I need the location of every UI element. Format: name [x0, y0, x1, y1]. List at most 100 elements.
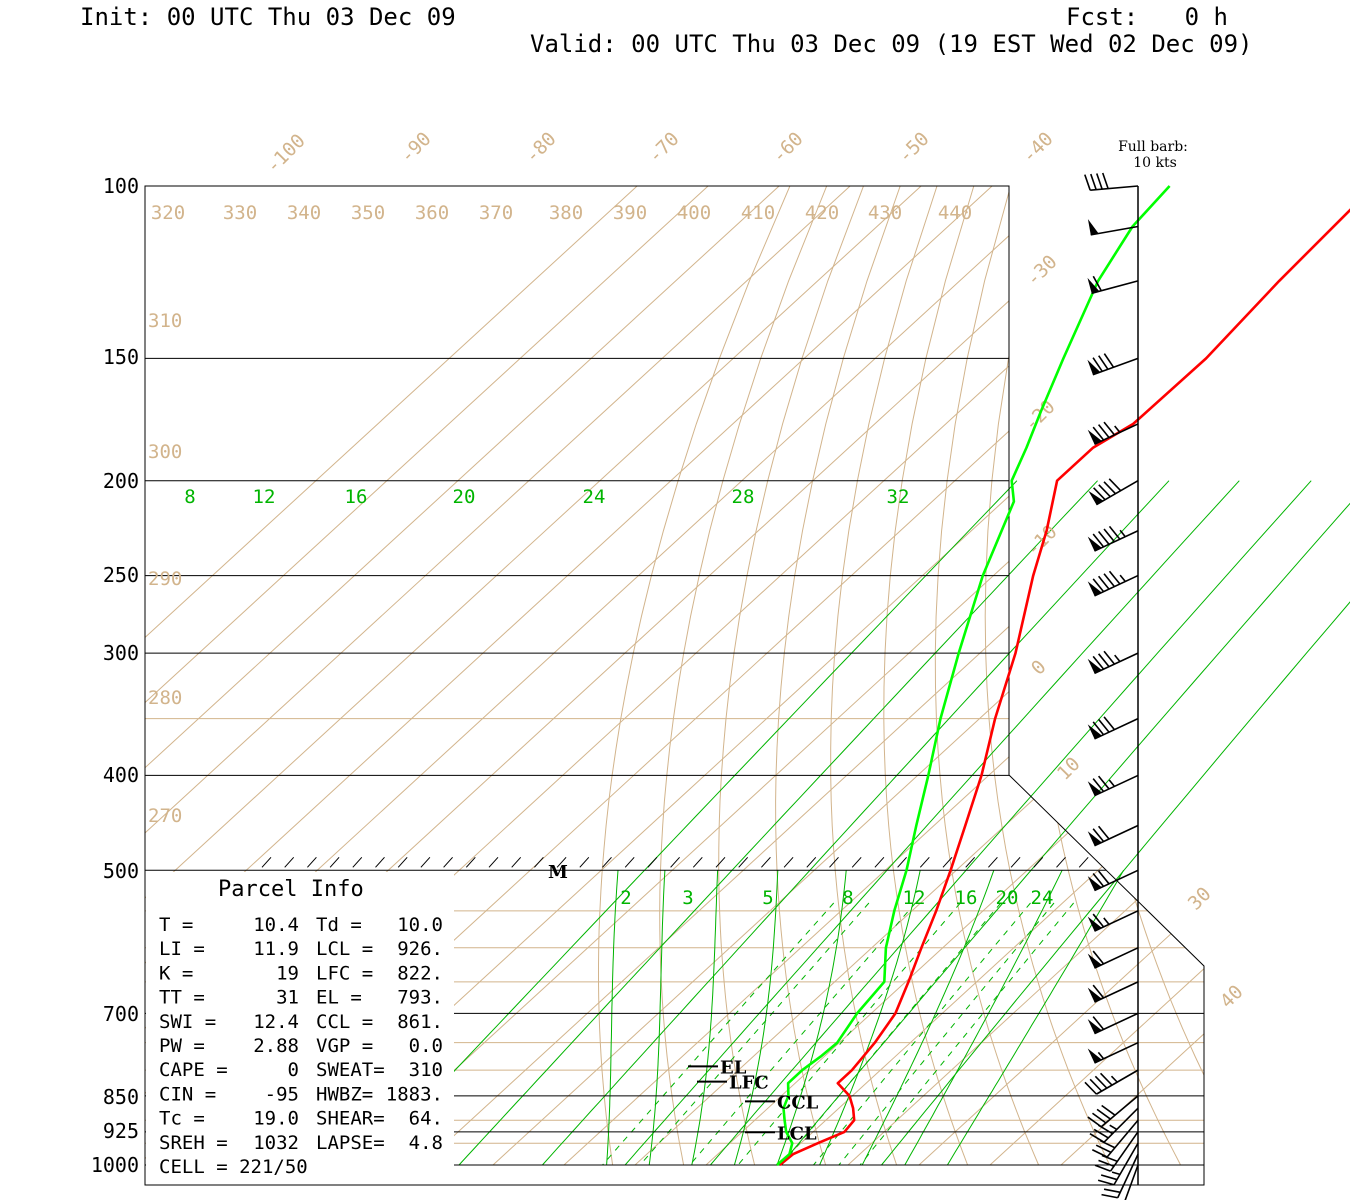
theta-label-side: 270 — [148, 805, 182, 827]
dry-adiabat-line — [984, 186, 1111, 1166]
wind-barb-staff — [1094, 1012, 1139, 1035]
parcel-key: PW = — [159, 1035, 205, 1057]
isotherm-line — [705, 186, 1204, 1166]
level-label-lfc: LFC — [729, 1073, 769, 1094]
mixing-ratio-labels: 8 12 16 20 24 28 32 2 3 5 8 12 16 20 24 — [184, 486, 1053, 909]
wind-barb-full — [1091, 1149, 1108, 1158]
hatch-mark — [284, 856, 295, 868]
isotherm-label: 0 — [1027, 656, 1051, 680]
wind-barb-half — [1108, 779, 1116, 787]
isotherm-label: -60 — [768, 128, 808, 168]
wind-barb-full — [1103, 481, 1117, 495]
wind-barb-staff — [1094, 652, 1139, 675]
wind-barb-full — [1092, 357, 1103, 372]
dry-adiabat-line — [1170, 186, 1204, 1166]
wind-barb-full — [1093, 487, 1106, 501]
isotherm-line — [492, 186, 1204, 1166]
wind-barb — [1087, 1041, 1139, 1064]
wind-barb-flag — [1087, 536, 1102, 552]
mixing-ratio-dashed-line — [737, 902, 961, 1166]
isotherm-line — [1060, 186, 1204, 1166]
moist-adiabat-line — [946, 870, 1125, 1166]
wind-barb-full — [1096, 173, 1103, 190]
pressure-label: 850 — [103, 1085, 139, 1109]
pressure-label: 500 — [103, 859, 139, 883]
wind-barb-full — [1092, 578, 1105, 593]
hatch-mark — [511, 856, 522, 868]
wind-barb-full — [1101, 172, 1109, 189]
wind-barb-full — [1097, 575, 1110, 590]
wind-barb — [1087, 1012, 1139, 1035]
parcel-value: 31 — [276, 987, 299, 1009]
theta-label-side: 310 — [148, 310, 182, 332]
wind-barb-flag — [1087, 658, 1102, 674]
dry-adiabat-line — [1256, 186, 1350, 1165]
parcel-value: 861. — [397, 1011, 443, 1033]
parcel-value: 1883. — [386, 1083, 443, 1105]
wind-barb-full — [1097, 775, 1110, 790]
wind-barb-half — [1111, 1171, 1121, 1176]
wind-barb — [1087, 275, 1139, 295]
parcel-key: SREH = — [159, 1132, 228, 1154]
sounding-profiles — [776, 185, 1350, 1167]
moist-adiabat-line — [606, 870, 619, 1166]
wind-barb-full — [1097, 653, 1110, 668]
wind-barb-full — [1087, 1116, 1102, 1128]
parcel-value: 310 — [409, 1059, 443, 1081]
wind-barb-full — [1103, 528, 1116, 543]
parcel-value: 19.0 — [253, 1108, 299, 1130]
parcel-key: CAPE = — [159, 1059, 228, 1081]
wind-barb — [1097, 1142, 1139, 1186]
wind-barb-full — [1092, 1016, 1105, 1030]
marker-m: M — [548, 862, 568, 883]
hatch-mark — [942, 856, 953, 868]
parcel-value: 2.88 — [253, 1035, 299, 1057]
pressure-label: 700 — [103, 1002, 139, 1026]
wind-barb-half — [1114, 425, 1121, 433]
isotherm-line — [145, 186, 780, 1166]
dry-adiabat-line — [718, 186, 864, 1166]
mixing-ratio-label-upper: 32 — [887, 486, 910, 508]
theta-label-top: 420 — [805, 202, 839, 224]
theta-label-top: 350 — [351, 202, 385, 224]
parcel-key: LAPSE= — [316, 1132, 385, 1154]
wind-barb-half — [1119, 529, 1126, 538]
hatch-mark — [397, 856, 408, 868]
wind-barb-half — [1119, 574, 1126, 583]
valid-time: Valid: 00 UTC Thu 03 Dec 09 (19 EST Wed … — [530, 30, 1252, 58]
hatch-mark — [420, 856, 431, 868]
wind-barb-full — [1092, 1112, 1107, 1124]
wind-barb-full — [1090, 173, 1097, 190]
wind-barb-full — [1098, 484, 1111, 498]
mixing-ratio-label-lower: 3 — [682, 887, 693, 909]
wind-barb-full — [1097, 530, 1110, 545]
wind-barb — [1087, 421, 1139, 445]
wind-barb — [1087, 570, 1139, 597]
wind-barb-staff — [1116, 1153, 1139, 1199]
wind-barb — [1087, 716, 1139, 740]
wind-barb-flag — [1087, 953, 1102, 969]
hatch-mark — [1033, 856, 1044, 868]
wind-barb-full — [1084, 174, 1091, 191]
parcel-title: Parcel Info — [218, 877, 364, 902]
wind-barb-flag — [1087, 581, 1102, 596]
mixing-ratio-label-lower: 24 — [1031, 887, 1054, 909]
wind-barb-half — [1103, 917, 1110, 925]
parcel-value: 64. — [409, 1108, 443, 1130]
theta-label-top: 390 — [613, 202, 647, 224]
pressure-label: 400 — [103, 763, 139, 787]
parcel-value: -95 — [265, 1083, 299, 1105]
parcel-value: 926. — [397, 938, 443, 960]
wind-barb-flag — [1087, 219, 1099, 235]
isotherm-line — [145, 186, 638, 1166]
parcel-value: 10.4 — [253, 914, 299, 936]
hatch-mark — [783, 856, 794, 868]
wind-barb-staff — [1109, 1131, 1139, 1172]
wind-barb-staff — [1094, 947, 1139, 969]
parcel-value: 4.8 — [409, 1132, 443, 1154]
mixing-ratio-line — [780, 502, 1350, 1166]
hatch-mark — [715, 856, 726, 868]
parcel-key: SHEAR= — [316, 1108, 385, 1130]
wind-barb-full — [1103, 421, 1116, 436]
barb-legend-line1: Full barb: — [1118, 139, 1188, 155]
